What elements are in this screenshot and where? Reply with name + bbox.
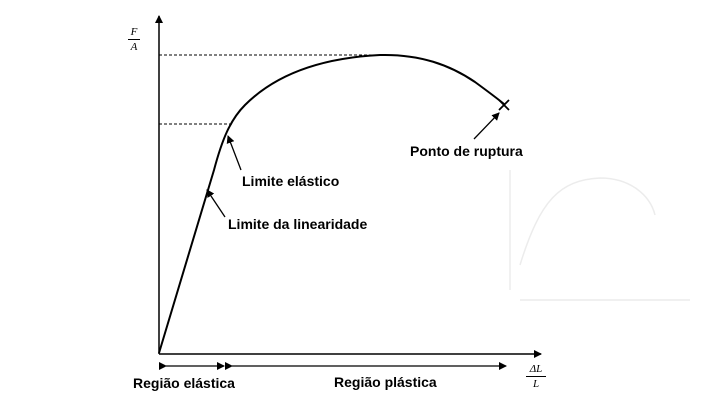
background-ghost-sketch — [509, 170, 690, 301]
elastic-limit-arrow — [226, 135, 242, 171]
linearity-limit-label: Limite da linearidade — [228, 216, 368, 232]
x-axis-label: ΔL L — [526, 363, 546, 390]
y-axis-numerator: F — [130, 26, 138, 38]
y-axis-denominator: A — [130, 41, 138, 53]
plastic-region-label: Região plástica — [334, 374, 437, 390]
linearity-limit-arrow — [206, 189, 226, 218]
y-axis-label: F A — [128, 26, 140, 53]
rupture-cross-marker — [498, 99, 510, 111]
elastic-limit-label: Limite elástico — [242, 173, 340, 189]
x-axis-numerator: ΔL — [529, 363, 543, 375]
elastic-region-label: Região elástica — [133, 375, 235, 391]
rupture-point-label: Ponto de ruptura — [410, 143, 523, 159]
x-axis-denominator: L — [532, 378, 540, 390]
rupture-point-arrow — [473, 112, 500, 140]
stress-strain-curve — [158, 53, 505, 354]
